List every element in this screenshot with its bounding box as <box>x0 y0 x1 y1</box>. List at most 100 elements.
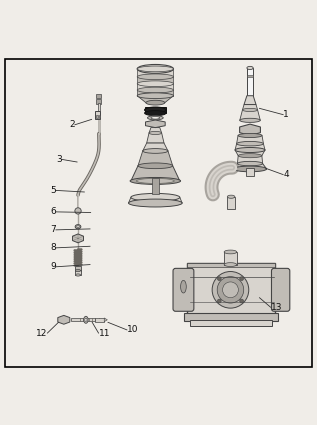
Ellipse shape <box>137 66 173 72</box>
Bar <box>224 252 237 265</box>
Polygon shape <box>240 110 260 120</box>
FancyBboxPatch shape <box>173 268 194 311</box>
Ellipse shape <box>224 263 237 266</box>
Bar <box>95 110 100 119</box>
Polygon shape <box>58 315 70 324</box>
Ellipse shape <box>137 81 173 87</box>
Polygon shape <box>236 136 263 144</box>
Ellipse shape <box>75 274 81 276</box>
Bar <box>96 99 101 104</box>
Bar <box>96 94 101 98</box>
Ellipse shape <box>227 195 235 198</box>
Ellipse shape <box>145 107 166 113</box>
Polygon shape <box>149 128 162 133</box>
Polygon shape <box>137 90 173 96</box>
Polygon shape <box>128 197 182 203</box>
Bar <box>227 197 235 210</box>
Polygon shape <box>235 150 265 156</box>
Text: 9: 9 <box>50 262 56 271</box>
Bar <box>96 115 98 118</box>
Ellipse shape <box>143 149 168 153</box>
Polygon shape <box>137 69 173 77</box>
Text: 13: 13 <box>270 303 282 312</box>
Ellipse shape <box>137 93 173 99</box>
Polygon shape <box>104 318 107 322</box>
Ellipse shape <box>233 166 267 172</box>
Text: 5: 5 <box>50 186 56 195</box>
Circle shape <box>240 299 243 303</box>
Text: 8: 8 <box>50 244 56 252</box>
Bar <box>95 318 104 322</box>
Polygon shape <box>143 143 168 151</box>
Ellipse shape <box>77 226 79 228</box>
Ellipse shape <box>128 199 182 207</box>
Polygon shape <box>233 164 267 169</box>
Ellipse shape <box>145 110 166 116</box>
Bar <box>247 68 253 96</box>
Polygon shape <box>73 234 83 243</box>
Ellipse shape <box>151 116 160 119</box>
Bar <box>75 270 81 275</box>
Polygon shape <box>131 166 180 181</box>
Text: 11: 11 <box>99 329 110 337</box>
Ellipse shape <box>137 87 173 93</box>
Circle shape <box>217 299 221 303</box>
Ellipse shape <box>146 100 165 105</box>
Text: 12: 12 <box>36 329 48 337</box>
Ellipse shape <box>130 178 181 184</box>
Ellipse shape <box>85 318 87 321</box>
Ellipse shape <box>149 131 162 135</box>
Ellipse shape <box>238 133 262 138</box>
Ellipse shape <box>75 225 81 229</box>
Circle shape <box>223 282 238 298</box>
Bar <box>184 314 278 321</box>
Text: 2: 2 <box>69 120 75 129</box>
Ellipse shape <box>84 316 88 323</box>
Ellipse shape <box>237 162 263 166</box>
Polygon shape <box>138 151 173 166</box>
Ellipse shape <box>138 163 173 169</box>
Ellipse shape <box>235 147 265 153</box>
Polygon shape <box>137 77 173 84</box>
Circle shape <box>217 277 244 303</box>
Text: 7: 7 <box>50 225 56 234</box>
Ellipse shape <box>181 280 186 293</box>
Bar <box>75 266 81 271</box>
Circle shape <box>240 277 243 280</box>
Ellipse shape <box>75 269 81 272</box>
Ellipse shape <box>243 108 258 111</box>
Bar <box>246 168 255 176</box>
Bar <box>99 115 100 118</box>
Polygon shape <box>244 96 256 105</box>
Polygon shape <box>243 105 258 110</box>
Polygon shape <box>235 144 265 150</box>
Bar <box>190 320 272 326</box>
FancyBboxPatch shape <box>271 268 290 311</box>
Circle shape <box>217 277 221 280</box>
Bar <box>98 103 100 111</box>
Text: 1: 1 <box>283 110 289 119</box>
Polygon shape <box>237 156 263 164</box>
Text: 10: 10 <box>127 326 139 334</box>
Polygon shape <box>147 133 164 143</box>
Ellipse shape <box>236 142 263 146</box>
Ellipse shape <box>238 154 262 158</box>
Ellipse shape <box>147 116 163 120</box>
Text: 3: 3 <box>56 155 62 164</box>
Ellipse shape <box>136 178 174 184</box>
Ellipse shape <box>240 118 260 122</box>
FancyBboxPatch shape <box>187 263 275 315</box>
Text: 6: 6 <box>50 207 56 216</box>
Circle shape <box>75 208 81 214</box>
Polygon shape <box>240 124 260 136</box>
Polygon shape <box>145 107 166 113</box>
Bar <box>247 75 253 77</box>
Bar <box>152 178 158 193</box>
Bar <box>71 318 95 321</box>
Ellipse shape <box>224 250 237 254</box>
Bar <box>187 263 275 267</box>
Ellipse shape <box>131 193 180 201</box>
Polygon shape <box>146 120 165 128</box>
Text: 4: 4 <box>283 170 289 179</box>
Ellipse shape <box>137 65 173 74</box>
